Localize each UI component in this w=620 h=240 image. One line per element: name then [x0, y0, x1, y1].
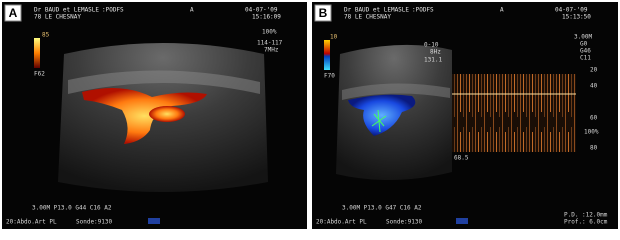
mode: :PODFS: [412, 7, 434, 14]
icon: [148, 218, 160, 224]
figure: A Dr BAUD et LEMASLE :PODFS A 78 LE CHES…: [0, 0, 620, 231]
spectral-tick: 20: [590, 67, 598, 74]
preset: 20:Abdo.Art PL: [316, 219, 367, 226]
params: 3.00M P13.0 G44 C16 A2: [32, 205, 112, 212]
site: 78 LE CHESNAY: [344, 14, 391, 21]
spectral-tick: 80: [590, 145, 598, 152]
panel-label-box: [4, 4, 22, 22]
panel-a: A Dr BAUD et LEMASLE :PODFS A 78 LE CHES…: [2, 2, 307, 229]
preset: 20:Abdo.Art PL: [6, 219, 57, 226]
side-param: G0: [580, 41, 588, 48]
code: A: [190, 7, 194, 14]
clinic: Dr BAUD et LEMASLE: [34, 7, 99, 14]
doppler-flow: [348, 94, 416, 136]
power: 100%: [262, 29, 277, 36]
site: 78 LE CHESNAY: [34, 14, 81, 21]
range: 114-117: [257, 40, 283, 47]
clinic: Dr BAUD et LEMASLE: [344, 7, 409, 14]
side-param: G46: [580, 48, 591, 55]
doppler-flow: [82, 88, 207, 144]
icon: [456, 218, 468, 224]
power: 100%: [584, 129, 599, 136]
params: 3.00M P13.0 G47 C16 A2: [342, 205, 422, 212]
panel-label: A: [9, 6, 18, 20]
panel-label: B: [319, 6, 328, 20]
date: 04-07-'09: [555, 7, 588, 14]
probe: Sonde:9130: [386, 219, 423, 226]
freq: 8Hz: [430, 49, 441, 56]
bar-bottom: F62: [34, 71, 45, 78]
mode: :PODFS: [102, 7, 124, 14]
color-bar: [34, 38, 40, 68]
side-param: C11: [580, 55, 591, 62]
prof: Prof.: 6.0cm: [564, 219, 608, 226]
spectral-doppler: [452, 74, 576, 152]
bar-bottom: F70: [324, 73, 335, 80]
code: A: [500, 7, 504, 14]
color-bar: [324, 40, 330, 70]
probe: Sonde:9130: [76, 219, 113, 226]
depth: P.D. :12.0mm: [564, 212, 608, 219]
spectral-tick: 60: [590, 115, 598, 122]
time: 15:16:09: [252, 14, 281, 21]
scale: 0-10: [424, 42, 439, 49]
panel-label-box: [314, 4, 332, 22]
bar-top: 10: [330, 34, 338, 41]
tissue-layer: [342, 83, 450, 100]
side-param: 3.00M: [574, 34, 592, 41]
tissue-layer: [68, 70, 260, 94]
date: 04-07-'09: [245, 7, 278, 14]
velocity: 131.1: [424, 57, 442, 64]
freq: 7MHz: [264, 47, 279, 54]
lower: 68.5: [454, 155, 469, 162]
panel-b: B Dr BAUD et LEMASLE :PODFS A 78 LE CHES…: [312, 2, 618, 229]
time: 15:13:50: [562, 14, 591, 21]
spectral-tick: 40: [590, 83, 598, 90]
bar-top: 85: [42, 32, 50, 39]
sample-gate: [371, 109, 387, 133]
doppler-flow: [149, 106, 185, 122]
